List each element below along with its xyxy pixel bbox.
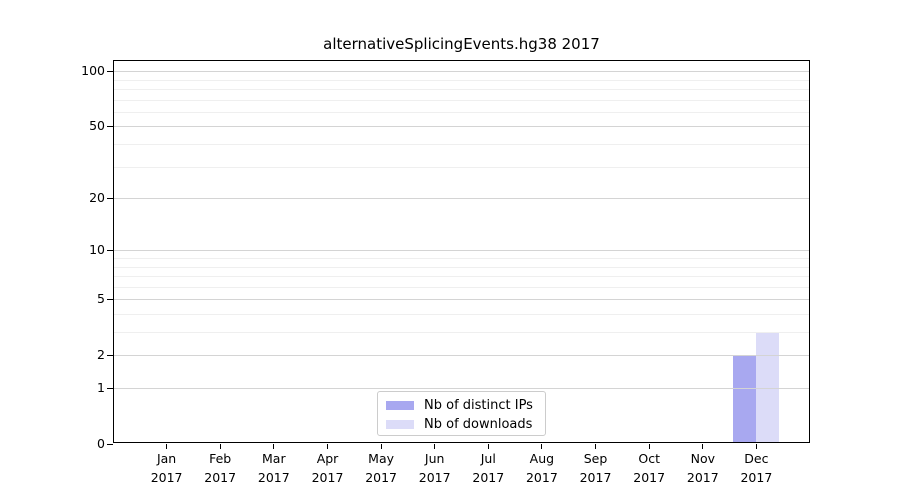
x-tick-mark-jun — [434, 444, 436, 449]
legend-label-distinct-ips: Nb of distinct IPs — [424, 398, 533, 413]
x-tick-label-jan: Jan 2017 — [137, 449, 197, 487]
legend-swatch-downloads — [386, 420, 414, 429]
x-tick-mark-dec — [755, 444, 757, 449]
legend-item-distinct-ips: Nb of distinct IPs — [386, 396, 545, 415]
y-tick-label-100: 100 — [81, 63, 105, 79]
chart-title: alternativeSplicingEvents.hg38 2017 — [323, 35, 600, 53]
x-tick-year: 2017 — [150, 470, 183, 485]
x-tick-year: 2017 — [311, 470, 344, 485]
x-tick-year: 2017 — [525, 470, 558, 485]
plot-area — [113, 60, 810, 443]
x-tick-month: Apr — [316, 451, 339, 466]
x-tick-label-mar: Mar 2017 — [244, 449, 304, 487]
y-tick-mark-0 — [107, 444, 113, 445]
x-tick-year: 2017 — [686, 470, 719, 485]
x-tick-mark-mar — [273, 444, 275, 449]
legend-item-downloads: Nb of downloads — [386, 415, 545, 434]
x-tick-label-sep: Sep 2017 — [566, 449, 626, 487]
x-tick-label-apr: Apr 2017 — [298, 449, 358, 487]
y-tick-label-10: 10 — [89, 242, 105, 258]
x-tick-label-feb: Feb 2017 — [190, 449, 250, 487]
x-tick-month: Jan — [156, 451, 177, 466]
x-tick-mark-oct — [648, 444, 650, 449]
x-tick-label-nov: Nov 2017 — [673, 449, 733, 487]
x-tick-year: 2017 — [633, 470, 666, 485]
x-tick-year: 2017 — [579, 470, 612, 485]
x-tick-mark-jul — [487, 444, 489, 449]
x-tick-mark-aug — [541, 444, 543, 449]
x-tick-mark-jan — [166, 444, 168, 449]
x-tick-month: Jul — [480, 451, 496, 466]
x-tick-mark-sep — [595, 444, 596, 449]
x-tick-year: 2017 — [472, 470, 505, 485]
y-tick-label-0: 0 — [97, 436, 105, 451]
x-tick-mark-feb — [219, 444, 221, 449]
x-tick-year: 2017 — [257, 470, 290, 485]
x-tick-label-may: May 2017 — [351, 449, 411, 487]
x-tick-label-aug: Aug 2017 — [512, 449, 572, 487]
x-tick-month: Feb — [209, 451, 232, 466]
x-tick-label-jul: Jul 2017 — [458, 449, 518, 487]
x-tick-month: Dec — [744, 451, 769, 466]
x-tick-month: Oct — [638, 451, 660, 466]
y-tick-label-2: 2 — [97, 347, 105, 363]
x-tick-label-dec: Dec 2017 — [726, 449, 786, 487]
x-tick-month: Sep — [583, 451, 608, 466]
x-tick-month: Aug — [529, 451, 555, 466]
x-tick-year: 2017 — [418, 470, 451, 485]
x-tick-mark-may — [380, 444, 382, 449]
y-tick-label-20: 20 — [89, 190, 105, 206]
legend-swatch-distinct-ips — [386, 401, 414, 410]
x-tick-mark-nov — [702, 444, 704, 449]
x-tick-month: Mar — [262, 451, 286, 466]
y-tick-label-5: 5 — [97, 291, 105, 307]
x-tick-month: May — [368, 451, 395, 466]
y-tick-label-1: 1 — [97, 380, 105, 395]
x-tick-month: Jun — [424, 451, 445, 466]
x-tick-year: 2017 — [365, 470, 397, 485]
x-tick-label-oct: Oct 2017 — [619, 449, 679, 487]
x-tick-label-jun: Jun 2017 — [405, 449, 465, 487]
x-tick-mark-apr — [327, 444, 328, 449]
x-tick-month: Nov — [690, 451, 715, 466]
y-tick-label-50: 50 — [89, 118, 105, 134]
x-tick-year: 2017 — [740, 470, 773, 485]
legend-label-downloads: Nb of downloads — [424, 417, 533, 432]
x-tick-year: 2017 — [204, 470, 237, 485]
legend: Nb of distinct IPs Nb of downloads — [377, 391, 546, 436]
